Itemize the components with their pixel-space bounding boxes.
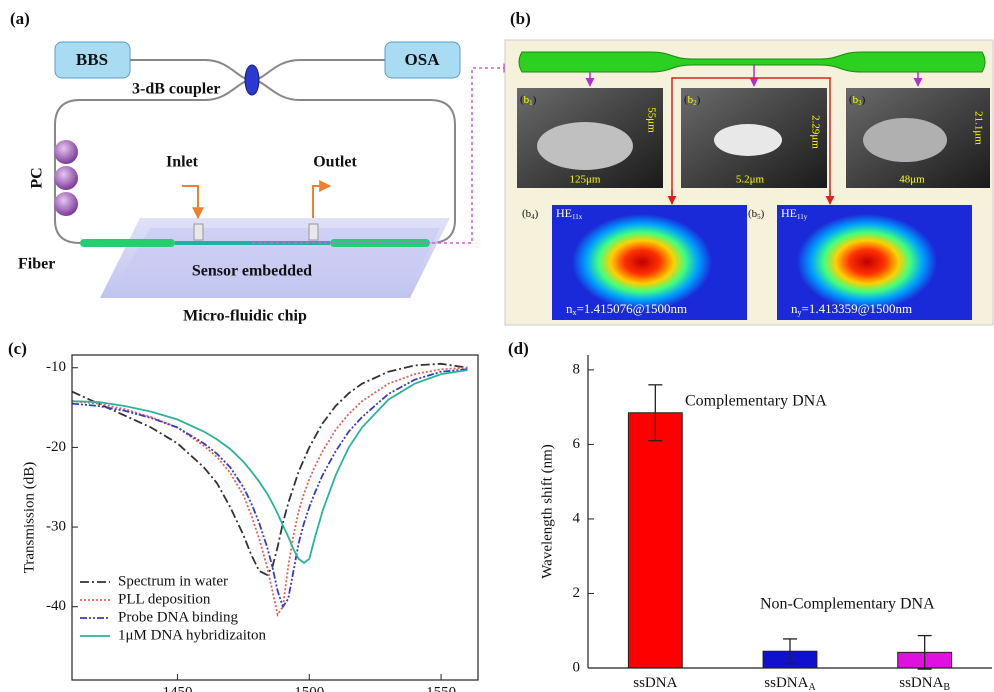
y-tick-label: -30 — [46, 518, 66, 534]
chip-label: Micro-fluidic chip — [183, 308, 307, 325]
index-label: ny=1.413359@1500nm — [791, 301, 912, 317]
image-tag: (b1) — [520, 94, 537, 107]
outlet-label: Outlet — [313, 154, 357, 171]
index-label: nx=1.415076@1500nm — [566, 301, 687, 317]
panel-a: (a) BBS OSA 3-dB coupler PC Inlet Outlet… — [10, 9, 512, 325]
y-tick-label: 2 — [573, 585, 581, 601]
y-tick-label: -40 — [46, 598, 66, 614]
panel-label: (a) — [10, 9, 30, 28]
y-axis-label: Wavelength shift (nm) — [539, 444, 555, 579]
image-tag: (b3) — [849, 94, 866, 107]
sem-fiber — [714, 124, 782, 156]
scale-label: 48μm — [899, 174, 925, 186]
y-tick-label: 6 — [573, 436, 581, 452]
annotation: Non-Complementary DNA — [760, 596, 935, 613]
legend-label: Spectrum in water — [118, 573, 228, 589]
legend-label: PLL deposition — [118, 591, 211, 607]
annotation: Complementary DNA — [685, 393, 827, 410]
y-tick-label: 8 — [573, 361, 581, 377]
x-tick-sub: A — [808, 682, 816, 692]
x-tick-label: ssDNAA — [764, 675, 816, 692]
pc-paddle — [54, 166, 78, 190]
sensor-label: Sensor embedded — [192, 263, 312, 280]
y-tick-label: 0 — [573, 659, 581, 675]
x-tick-label: 1550 — [426, 684, 456, 692]
panel-b: (b) (b1) (b2) (b3) 125μm 5.2μm 48μm 55μm… — [505, 9, 993, 325]
panel-label: (b) — [510, 9, 531, 28]
outlet-tube — [309, 224, 318, 240]
mode-sub: 11y — [797, 213, 808, 221]
x-tick-label: ssDNAB — [899, 675, 950, 692]
coupler — [245, 65, 259, 95]
pc-label: PC — [29, 167, 46, 188]
mode-spot — [797, 214, 937, 310]
y-tick-label: -10 — [46, 359, 66, 375]
mode-spot — [572, 214, 712, 310]
x-tick-label: 1450 — [162, 684, 192, 692]
mode-text: HE — [781, 206, 797, 220]
scale-label: 55μm — [645, 107, 657, 133]
x-tick-text: ssDNA — [764, 675, 808, 691]
x-tick-sub: B — [943, 682, 950, 692]
scale-label: 2.29μm — [809, 115, 821, 149]
zoom-link — [252, 68, 512, 243]
index-text: =1.415076@1500nm — [577, 301, 688, 316]
figure: (a) BBS OSA 3-dB coupler PC Inlet Outlet… — [0, 0, 994, 692]
x-tick-label: ssDNA — [633, 675, 677, 691]
series-line — [72, 364, 468, 575]
outlet-arrow — [313, 186, 330, 218]
panel-label: (d) — [508, 339, 529, 358]
y-tick-label: 4 — [573, 510, 581, 526]
scale-label: 21.1μm — [972, 111, 984, 145]
image-tag: (b2) — [684, 94, 701, 107]
bar — [628, 413, 682, 668]
image-tag: (b4) — [522, 208, 539, 221]
series-line — [72, 370, 468, 563]
fiber — [80, 239, 175, 247]
fiber-label: Fiber — [18, 256, 55, 273]
panel-label: (c) — [8, 339, 27, 358]
coupler-label: 3-dB coupler — [132, 81, 220, 98]
image-tag: (b5) — [748, 208, 765, 221]
x-tick-text: ssDNA — [633, 675, 677, 691]
sem-fiber — [863, 118, 947, 162]
mode-text: HE — [556, 206, 572, 220]
box-label: OSA — [405, 50, 441, 69]
legend-label: 1μM DNA hybridizaiton — [118, 627, 267, 643]
mode-sub: 11x — [572, 213, 583, 221]
legend-label: Probe DNA binding — [118, 609, 239, 625]
pc-paddle — [54, 140, 78, 164]
x-tick-text: ssDNA — [899, 675, 943, 691]
scale-label: 5.2μm — [736, 174, 765, 186]
box-label: BBS — [76, 50, 108, 69]
y-tick-label: -20 — [46, 439, 66, 455]
x-tick-label: 1500 — [294, 684, 324, 692]
pc-paddle — [54, 192, 78, 216]
index-text: =1.413359@1500nm — [802, 301, 913, 316]
inlet-arrow — [182, 186, 198, 218]
y-axis-label: Transmission (dB) — [21, 462, 37, 574]
inlet-tube — [194, 224, 203, 240]
inlet-label: Inlet — [166, 154, 199, 171]
sem-fiber — [537, 122, 633, 170]
scale-label: 125μm — [570, 174, 601, 186]
